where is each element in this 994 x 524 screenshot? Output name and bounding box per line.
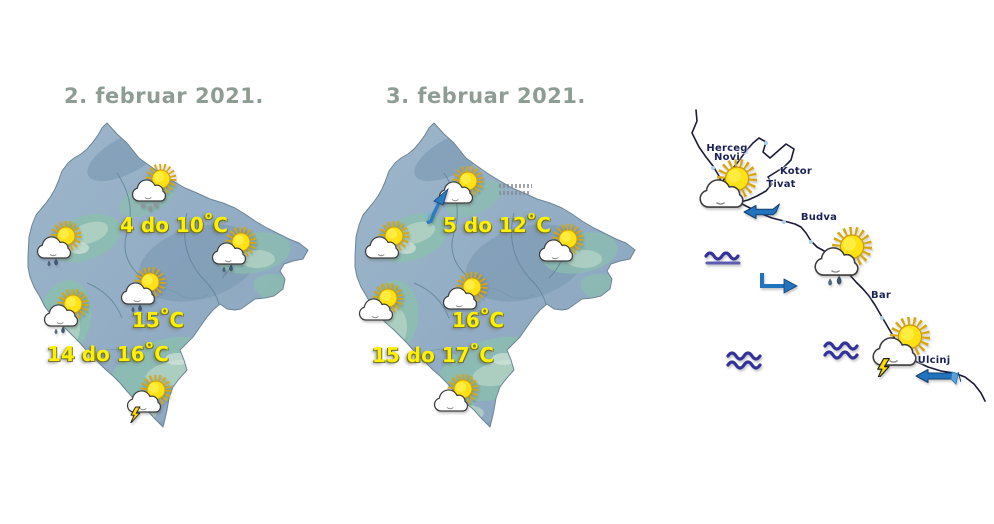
sun-cloud-rain-icon — [812, 227, 874, 287]
montenegro-map-day1 — [27, 113, 331, 443]
temp-label-coast-day1: 14 do 16oC — [47, 338, 169, 366]
degree-sign: o — [160, 304, 169, 318]
panel1-title: 2. februar 2021. — [64, 84, 264, 108]
montenegro-map-day2 — [354, 113, 658, 443]
sun-cloud-thunder-icon — [125, 375, 173, 423]
wind-arrow-left-barb-icon — [915, 369, 961, 385]
temp-unit: C — [479, 343, 494, 367]
sun-cloud-rain-icon — [42, 289, 90, 337]
panel2-title: 3. februar 2021. — [386, 84, 586, 108]
sun-cloud-icon — [363, 221, 411, 269]
degree-sign: o — [204, 209, 213, 223]
degree-sign: o — [480, 304, 489, 318]
sun-cloud-icon — [432, 374, 480, 422]
city-label-kotor: Kotor — [779, 166, 813, 177]
temp-unit: C — [536, 213, 551, 237]
temp-label-north-day2: 5 do 12oC — [443, 209, 551, 237]
temp-value: 4 do 10 — [120, 213, 204, 237]
temp-label-coast-day2: 15 do 17oC — [372, 339, 494, 367]
wind-arrow-left-icon — [743, 203, 780, 219]
degree-sign: o — [145, 338, 154, 352]
sun-cloud-rain-icon — [35, 221, 83, 269]
temp-label-central-day1: 15oC — [132, 304, 185, 332]
temp-value: 16 — [452, 308, 480, 332]
temp-value: 14 do 16 — [47, 342, 145, 366]
illegible-fine-print — [499, 184, 532, 188]
sun-cloud-snow-icon — [130, 164, 178, 212]
city-label-herceg-novi: Herceg Novi — [706, 143, 748, 163]
sea-waves-icon — [726, 351, 762, 370]
wind-arrow-right-icon — [760, 272, 798, 295]
sea-waves-icon — [704, 251, 741, 265]
temp-unit: C — [213, 213, 228, 237]
temp-value: 15 do 17 — [372, 343, 470, 367]
city-label-ulcinj: Ulcinj — [917, 355, 951, 366]
degree-sign: o — [527, 209, 536, 223]
temp-unit: C — [154, 342, 169, 366]
degree-sign: o — [470, 339, 479, 353]
temp-label-central-day2: 16oC — [452, 304, 505, 332]
temp-unit: C — [169, 308, 185, 332]
city-label-bar: Bar — [871, 290, 891, 301]
illegible-fine-print — [499, 191, 529, 195]
city-name: Novi — [714, 152, 740, 163]
city-label-budva: Budva — [800, 212, 838, 223]
sun-cloud-icon — [357, 283, 405, 331]
temp-label-north-day1: 4 do 10oC — [120, 209, 228, 237]
temp-value: 15 — [132, 308, 160, 332]
sea-waves-icon — [823, 341, 859, 360]
temp-value: 5 do 12 — [443, 213, 527, 237]
city-label-tivat: Tivat — [766, 179, 796, 190]
temp-unit: C — [489, 308, 505, 332]
city-name: Herceg — [706, 143, 748, 154]
